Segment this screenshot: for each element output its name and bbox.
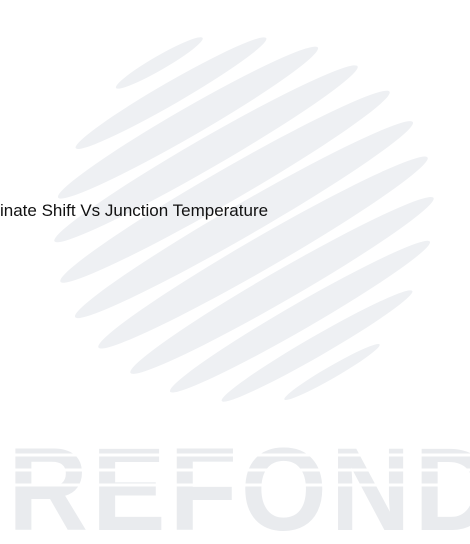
page: inate Shift Vs Junction Temperature REFO… (0, 0, 470, 544)
watermark-sphere (0, 0, 470, 475)
page-canvas: inate Shift Vs Junction Temperature REFO… (0, 0, 470, 544)
caption: inate Shift Vs Junction Temperature (0, 201, 268, 220)
